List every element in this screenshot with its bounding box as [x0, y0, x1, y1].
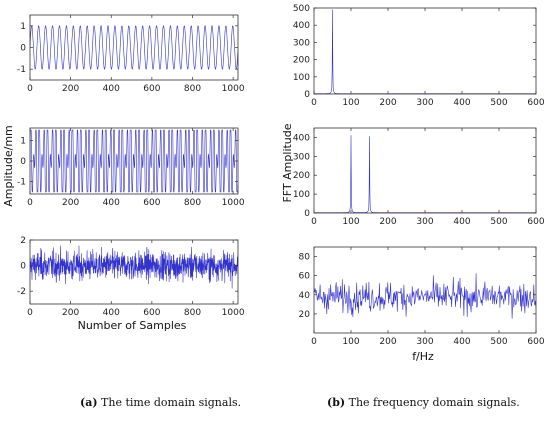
- y-tick-label: 100: [293, 73, 310, 83]
- left-ylabel: Amplitude/mm: [2, 125, 15, 207]
- y-tick-label: 40: [299, 291, 311, 301]
- y-tick-label: -1: [17, 178, 26, 188]
- x-tick-label: 800: [184, 308, 201, 318]
- plot-frame-freq-1: [313, 7, 537, 95]
- x-tick-label: 600: [527, 217, 544, 227]
- right-xlabel: f/Hz: [412, 350, 434, 363]
- y-tick-label: 300: [293, 152, 310, 162]
- y-tick-label: 200: [293, 56, 310, 66]
- caption-b-text: The frequency domain signals.: [345, 396, 520, 409]
- x-tick-label: 500: [490, 98, 507, 108]
- y-tick-label: 60: [299, 272, 311, 282]
- x-tick-label: 600: [527, 98, 544, 108]
- series-line-time-2: [30, 129, 238, 193]
- caption-a-text: The time domain signals.: [97, 396, 242, 409]
- y-tick-label: 100: [293, 190, 310, 200]
- x-tick-label: 100: [342, 217, 359, 227]
- plot-frame-freq-3: [313, 246, 537, 334]
- panel-time-3: 0 200 400 600 800 1000 2 0 -2: [17, 236, 245, 318]
- y-tick-label: 80: [299, 253, 311, 263]
- caption-a: (a) The time domain signals.: [80, 396, 241, 409]
- x-tick-label: 1000: [222, 84, 245, 94]
- series-line-freq-1: [314, 9, 536, 94]
- y-tick-label: 1: [20, 136, 26, 146]
- x-tick-label: 800: [184, 84, 201, 94]
- x-tick-label: 200: [62, 84, 79, 94]
- panel-freq-3: 0 100 200 300 400 500 600 80 60 40 20: [299, 246, 545, 347]
- x-tick-label: 400: [103, 198, 120, 208]
- y-tick-label: 2: [20, 236, 26, 246]
- caption-b: (b) The frequency domain signals.: [327, 396, 520, 409]
- y-tick-label: 20: [299, 310, 311, 320]
- x-tick-label: 200: [379, 98, 396, 108]
- y-tick-label: 0: [304, 90, 310, 100]
- x-tick-label: 500: [490, 337, 507, 347]
- x-tick-label: 400: [453, 337, 470, 347]
- x-tick-label: 300: [416, 217, 433, 227]
- caption-b-tag: (b): [327, 396, 346, 409]
- x-tick-label: 400: [453, 217, 470, 227]
- y-tick-label: 400: [293, 133, 310, 143]
- x-tick-label: 200: [379, 217, 396, 227]
- series-line-freq-2: [314, 135, 536, 213]
- series-line-freq-3: [314, 273, 536, 319]
- x-tick-label: 200: [62, 198, 79, 208]
- panel-freq-1: 0 100 200 300 400 500 600 500 400 300 200 100 0: [293, 4, 545, 108]
- y-tick-label: -1: [17, 65, 26, 75]
- x-tick-label: 0: [311, 217, 317, 227]
- x-tick-label: 200: [62, 308, 79, 318]
- x-tick-label: 600: [527, 337, 544, 347]
- x-tick-label: 600: [143, 198, 160, 208]
- x-tick-label: 0: [27, 84, 33, 94]
- x-tick-label: 300: [416, 98, 433, 108]
- plot-frame-time-3: [29, 239, 239, 305]
- x-tick-label: 0: [311, 337, 317, 347]
- series-line-time-3: [30, 245, 238, 289]
- x-tick-label: 0: [27, 198, 33, 208]
- x-tick-label: 100: [342, 98, 359, 108]
- x-tick-label: 400: [103, 308, 120, 318]
- y-tick-label: 500: [293, 4, 310, 14]
- y-tick-label: 0: [304, 209, 310, 219]
- y-tick-label: 200: [293, 171, 310, 181]
- x-tick-label: 400: [453, 98, 470, 108]
- x-tick-label: 600: [143, 84, 160, 94]
- x-tick-label: 0: [27, 308, 33, 318]
- panel-freq-2: 0 100 200 300 400 500 600 400 300 200 100 0: [293, 127, 545, 227]
- y-tick-label: 400: [293, 21, 310, 31]
- right-ylabel: FFT Amplitude: [281, 123, 294, 202]
- x-tick-label: 500: [490, 217, 507, 227]
- caption-a-tag: (a): [80, 396, 98, 409]
- x-tick-label: 0: [311, 98, 317, 108]
- y-tick-label: 0: [20, 157, 26, 167]
- y-tick-label: -2: [17, 287, 26, 297]
- x-tick-label: 400: [103, 84, 120, 94]
- x-tick-label: 1000: [222, 198, 245, 208]
- x-tick-label: 200: [379, 337, 396, 347]
- series-line-time-1: [30, 25, 238, 70]
- x-tick-label: 100: [342, 337, 359, 347]
- y-tick-label: 0: [20, 44, 26, 54]
- x-tick-label: 1000: [222, 308, 245, 318]
- x-tick-label: 300: [416, 337, 433, 347]
- y-tick-label: 1: [20, 22, 26, 32]
- plot-frame-freq-2: [313, 127, 537, 214]
- x-tick-label: 600: [143, 308, 160, 318]
- x-tick-label: 800: [184, 198, 201, 208]
- y-tick-label: 0: [20, 262, 26, 272]
- left-xlabel: Number of Samples: [78, 319, 187, 332]
- y-tick-label: 300: [293, 38, 310, 48]
